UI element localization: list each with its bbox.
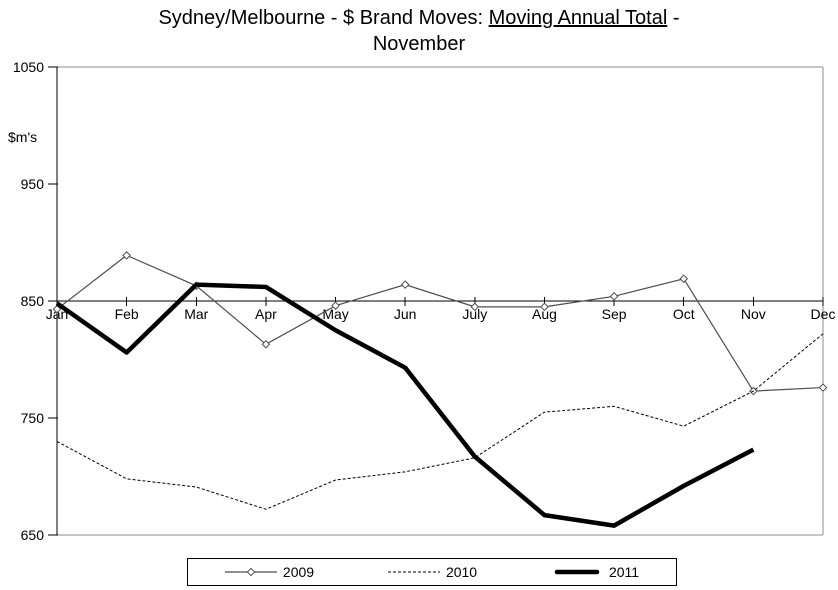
legend-item-2011: 2011: [551, 564, 639, 580]
y-tick-label: 1050: [13, 59, 44, 75]
x-tick-label: Aug: [532, 306, 557, 322]
y-tick-label: 850: [21, 293, 45, 309]
x-tick-label: July: [462, 306, 487, 322]
legend-2011-line-sample: [554, 569, 600, 575]
title-underlined: Moving Annual Total: [488, 7, 668, 29]
chart-legend: 2009 2010 2011: [187, 558, 677, 586]
marker-diamond-2009: [540, 302, 549, 312]
x-tick-label: Nov: [741, 306, 766, 322]
x-tick-label: Sep: [602, 306, 627, 322]
marker-diamond-2009: [470, 302, 480, 312]
chart-title-line1: Sydney/Melbourne - $ Brand Moves: Moving…: [79, 5, 759, 31]
chart-title: Sydney/Melbourne - $ Brand Moves: Moving…: [79, 5, 759, 57]
x-tick-label: Oct: [673, 306, 695, 322]
y-axis-title: $m's: [8, 129, 37, 145]
legend-label-2010: 2010: [445, 564, 478, 580]
legend-label-2011: 2011: [608, 564, 640, 580]
x-tick-label: Feb: [115, 306, 139, 322]
marker-diamond-2009: [52, 304, 62, 314]
chart-title-line2: November: [372, 33, 466, 55]
series-line-2010: [56, 333, 824, 510]
title-suffix: -: [667, 7, 680, 29]
legend-item-2010: 2010: [387, 564, 478, 580]
y-tick-label: 750: [21, 410, 45, 426]
y-tick-label: 950: [21, 176, 45, 192]
legend-item-2009: 2009: [224, 564, 315, 580]
series-line-2009: [56, 254, 824, 392]
marker-diamond-2009: [122, 251, 131, 260]
series-line-2011: [55, 282, 755, 528]
marker-diamond-2009: [818, 383, 828, 392]
x-tick-label: Jun: [394, 306, 417, 322]
marker-diamond-2009: [609, 292, 619, 301]
y-tick-label: 650: [21, 527, 45, 543]
marker-diamond-2009: [261, 339, 271, 349]
title-prefix: Sydney/Melbourne - $ Brand Moves:: [158, 7, 489, 29]
legend-2009-line-sample: [224, 567, 277, 577]
x-tick-label: Dec: [811, 306, 836, 322]
marker-diamond-2009: [679, 274, 689, 284]
legend-label-2009: 2009: [282, 564, 315, 580]
x-tick-label: Mar: [184, 306, 208, 322]
x-tick-label: Apr: [255, 306, 277, 322]
legend-2010-line-sample: [387, 571, 440, 573]
marker-diamond-2009: [400, 280, 410, 289]
marker-diamond-2009: [331, 301, 340, 310]
